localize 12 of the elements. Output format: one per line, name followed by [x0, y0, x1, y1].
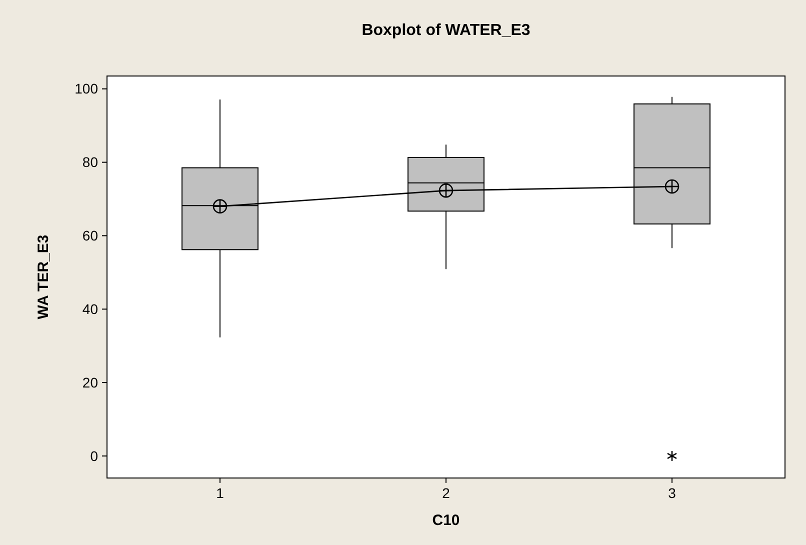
y-tick-label: 80: [82, 154, 98, 170]
y-tick-label: 20: [82, 374, 98, 390]
y-tick-label: 40: [82, 301, 98, 318]
x-tick-label: 3: [668, 485, 676, 501]
y-tick-label: 60: [82, 228, 98, 244]
x-tick-label: 1: [216, 485, 224, 501]
y-tick-label: 100: [74, 80, 98, 97]
x-axis-title: C10: [432, 512, 460, 529]
y-axis-title: WA TER_E3: [35, 234, 52, 320]
chart-title: Boxplot of WATER_E3: [362, 22, 530, 39]
x-tick-label: 2: [442, 485, 450, 501]
y-tick-label: 0: [90, 448, 98, 464]
